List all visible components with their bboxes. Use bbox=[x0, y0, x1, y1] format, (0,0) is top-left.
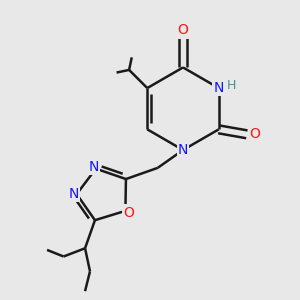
Text: H: H bbox=[226, 79, 236, 92]
Text: N: N bbox=[178, 143, 188, 157]
Text: N: N bbox=[68, 187, 79, 201]
Text: N: N bbox=[89, 160, 99, 174]
Text: O: O bbox=[250, 127, 260, 141]
Text: O: O bbox=[178, 23, 188, 38]
Text: O: O bbox=[123, 206, 134, 220]
Text: N: N bbox=[214, 81, 224, 95]
